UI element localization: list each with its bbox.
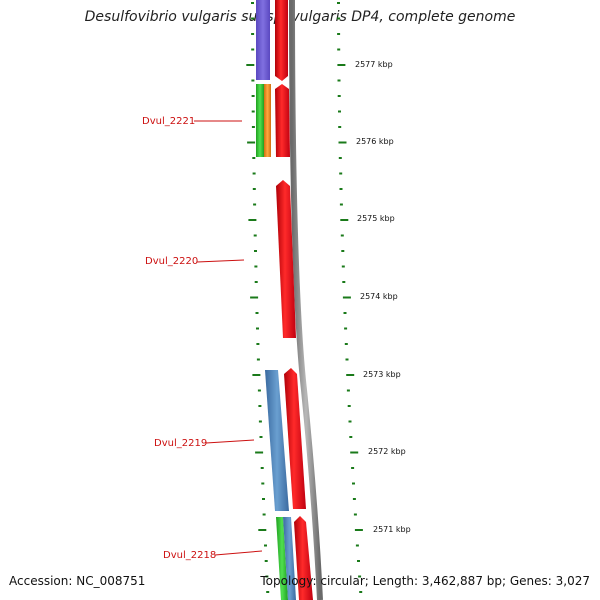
leader-line	[205, 439, 255, 444]
gene-label-dvul-2219[interactable]: Dvul_2219	[154, 438, 207, 449]
blue-feature-2218[interactable]	[283, 517, 296, 600]
kbp-label-2571: 2571 kbp	[373, 525, 411, 534]
red-gene-top[interactable]	[275, 0, 288, 81]
gene-features[interactable]	[256, 0, 313, 600]
green-feature-2218[interactable]	[276, 517, 288, 600]
red-gene-2219[interactable]	[284, 368, 306, 509]
tick-marks	[246, 2, 363, 593]
orange-feature-2221[interactable]	[264, 84, 271, 157]
kbp-label-2576: 2576 kbp	[356, 137, 394, 146]
genome-backbone	[289, 0, 323, 600]
kbp-label-2572: 2572 kbp	[368, 447, 406, 456]
kbp-ruler: 2577 kbp 2576 kbp 2575 kbp 2574 kbp 2573…	[355, 60, 411, 534]
gene-label-dvul-2218[interactable]: Dvul_2218	[163, 550, 216, 561]
kbp-label-2573: 2573 kbp	[363, 370, 401, 379]
gene-labels: Dvul_2221 Dvul_2220 Dvul_2219 Dvul_2218	[142, 116, 263, 561]
gene-label-dvul-2220[interactable]: Dvul_2220	[145, 256, 198, 267]
gene-label-dvul-2221[interactable]: Dvul_2221	[142, 116, 195, 127]
purple-feature[interactable]	[256, 0, 270, 80]
kbp-label-2577: 2577 kbp	[355, 60, 393, 69]
leader-line	[214, 550, 263, 556]
leader-line	[196, 259, 245, 263]
red-gene-2220[interactable]	[276, 180, 296, 338]
kbp-label-2575: 2575 kbp	[357, 214, 395, 223]
accession-text: Accession: NC_008751	[9, 574, 146, 588]
red-gene-2218[interactable]	[294, 516, 313, 600]
map-title: Desulfovibrio vulgaris subsp. vulgaris D…	[84, 9, 516, 25]
green-feature-2221[interactable]	[256, 84, 264, 157]
genome-summary: Topology: circular; Length: 3,462,887 bp…	[260, 574, 590, 588]
red-gene-2221[interactable]	[275, 84, 290, 157]
blue-feature-2219[interactable]	[265, 370, 289, 511]
kbp-label-2574: 2574 kbp	[360, 292, 398, 301]
